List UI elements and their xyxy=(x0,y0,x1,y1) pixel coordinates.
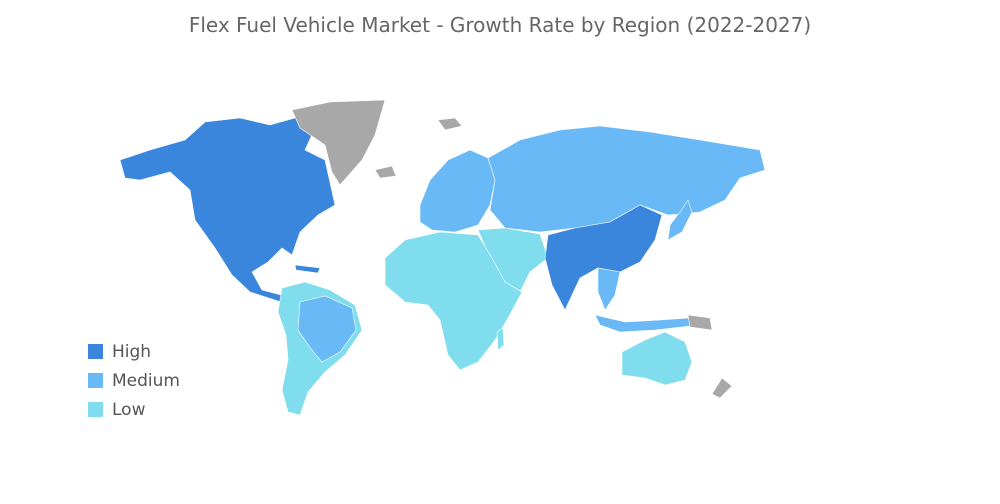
papua xyxy=(687,314,713,331)
legend-label: Medium xyxy=(112,371,180,391)
legend-swatch xyxy=(88,373,103,388)
europe xyxy=(419,149,496,233)
iceland xyxy=(374,165,397,179)
south-america-medium xyxy=(297,295,357,363)
southeast-asia xyxy=(597,267,621,311)
world-map xyxy=(119,99,766,416)
greenland xyxy=(291,99,386,186)
legend-label: High xyxy=(112,342,151,362)
china-india xyxy=(544,204,663,311)
legend: High Medium Low xyxy=(88,342,180,420)
japan xyxy=(667,199,693,241)
madagascar xyxy=(496,327,505,351)
legend-swatch xyxy=(88,402,103,417)
caribbean xyxy=(294,264,321,274)
north-america xyxy=(119,117,336,307)
title: Flex Fuel Vehicle Market - Growth Rate b… xyxy=(189,13,811,37)
russia-central-asia xyxy=(487,125,766,233)
svalbard xyxy=(437,117,463,131)
indonesia xyxy=(594,314,691,333)
africa xyxy=(384,231,523,371)
legend-swatch xyxy=(88,344,103,359)
australia xyxy=(621,331,693,386)
legend-label: Low xyxy=(112,400,146,420)
new-zealand xyxy=(711,377,733,399)
